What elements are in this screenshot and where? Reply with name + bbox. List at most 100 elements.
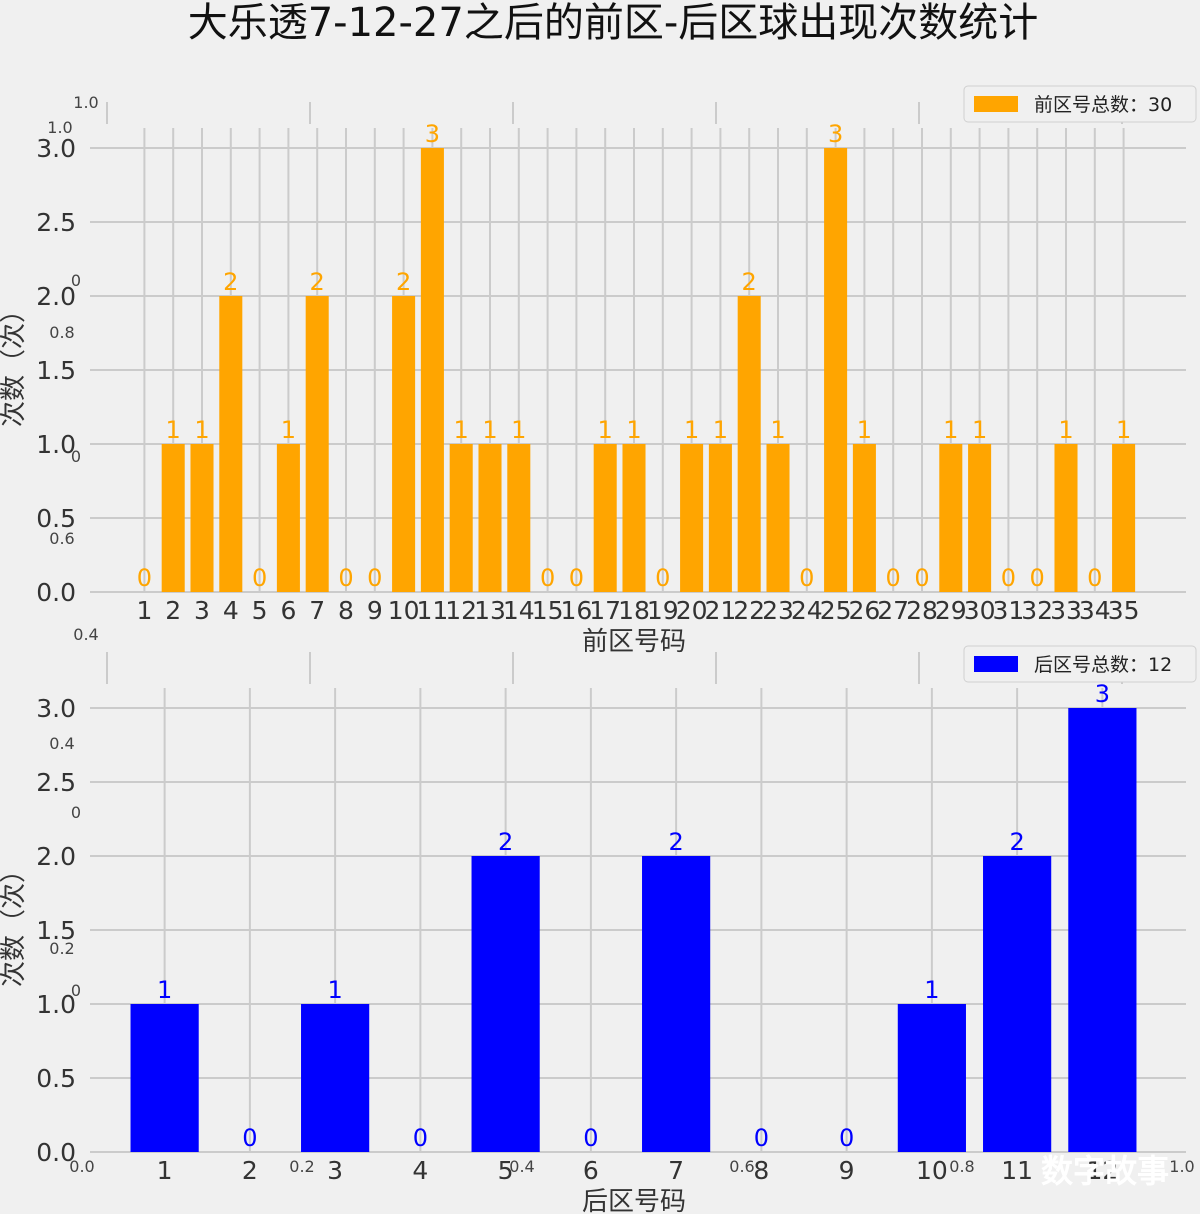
x-tick-label: 6 [280,596,296,625]
data-label: 1 [166,416,181,444]
x-tick-label: 3 [194,596,210,625]
bar [852,444,876,592]
data-label: 1 [157,976,172,1004]
x-tick-label: 25 [820,596,852,625]
data-label: 1 [924,976,939,1004]
bg-ytick-label: 0 [71,981,81,1000]
y-tick-label: 2.5 [36,208,76,237]
y-tick-label: 2.0 [36,282,76,311]
data-label: 0 [754,1124,769,1152]
data-label: 0 [1001,564,1016,592]
y-tick-label: 1.0 [36,990,76,1019]
x-tick-label: 10 [388,596,420,625]
data-label: 0 [252,564,267,592]
bg-ytick-label: 0 [71,803,81,822]
bar [824,148,848,592]
bar [1054,444,1078,592]
front-zone-chart: 0.00.51.01.52.02.53.00112132405162708092… [0,85,1197,657]
bar [161,444,185,592]
x-axis-label: 前区号码 [582,627,686,657]
data-label: 1 [482,416,497,444]
data-label: 1 [626,416,641,444]
x-tick-label: 9 [839,1156,855,1185]
watermark: 数字故事 [1041,1152,1169,1190]
x-tick-label: 4 [223,596,239,625]
bar [897,1004,966,1152]
x-tick-label: 15 [532,596,564,625]
bg-ytick-label: 0.8 [49,323,74,342]
data-label: 1 [194,416,209,444]
bar [766,444,790,592]
bar [392,296,416,592]
data-label: 0 [413,1124,428,1152]
x-axis-label: 后区号码 [582,1187,686,1214]
y-tick-label: 2.5 [36,768,76,797]
data-label: 0 [799,564,814,592]
y-tick-label: 1.5 [36,916,76,945]
y-tick-label: 0.5 [36,504,76,533]
x-tick-label: 16 [560,596,592,625]
legend-label: 前区号总数：30 [1034,94,1172,116]
data-label: 1 [1116,416,1131,444]
data-label: 0 [914,564,929,592]
bar [449,444,473,592]
bar [737,296,761,592]
y-tick-label: 0.0 [36,578,76,607]
bar [301,1004,370,1152]
back-zone-chart: 0.00.51.01.52.02.53.01102130425062708091… [0,645,1197,1214]
y-tick-label: 3.0 [36,694,76,723]
bg-ytick-label: 0.4 [73,625,98,644]
data-label: 0 [540,564,555,592]
bar [219,296,243,592]
x-tick-label: 29 [935,596,967,625]
bar [130,1004,199,1152]
legend-box [963,85,1197,123]
data-label: 0 [583,1124,598,1152]
bar [478,444,502,592]
bg-ytick-label: 0 [71,271,81,290]
chart-title: 大乐透7-12-27之后的前区-后区球出现次数统计 [188,0,1039,46]
data-label: 1 [511,416,526,444]
y-tick-label: 0.5 [36,1064,76,1093]
bg-xtick-label: 0.8 [949,1157,974,1176]
bg-ytick-label: 1.0 [73,93,98,112]
x-tick-label: 1 [136,596,152,625]
x-tick-label: 32 [1021,596,1053,625]
y-axis-label: 次数（次） [0,297,29,427]
bg-xtick-label: 0.4 [509,1157,534,1176]
y-tick-label: 1.0 [36,430,76,459]
x-tick-label: 2 [165,596,181,625]
bar [420,148,444,592]
legend: 后区号总数：12 [963,645,1197,683]
bar [190,444,214,592]
data-label: 3 [425,120,440,148]
x-tick-label: 6 [583,1156,599,1185]
bg-xtick-label: 0.0 [69,1157,94,1176]
x-tick-label: 30 [964,596,996,625]
x-tick-label: 7 [668,1156,684,1185]
data-label: 0 [338,564,353,592]
x-tick-label: 28 [906,596,938,625]
x-tick-label: 13 [474,596,506,625]
bg-xtick-label: 0.6 [729,1157,754,1176]
y-tick-label: 3.0 [36,134,76,163]
bar [471,856,540,1152]
x-tick-label: 12 [1086,1156,1118,1185]
x-tick-label: 31 [992,596,1024,625]
bar [507,444,531,592]
y-tick-label: 0.0 [36,1138,76,1167]
data-label: 2 [310,268,325,296]
bg-ytick-label: 0.2 [49,939,74,958]
data-label: 2 [223,268,238,296]
data-label: 0 [655,564,670,592]
x-tick-label: 8 [753,1156,769,1185]
x-tick-label: 21 [704,596,736,625]
x-tick-label: 17 [589,596,621,625]
data-label: 1 [943,416,958,444]
x-tick-label: 11 [1001,1156,1033,1185]
x-tick-label: 20 [676,596,708,625]
data-label: 0 [242,1124,257,1152]
data-label: 1 [684,416,699,444]
x-tick-label: 33 [1050,596,1082,625]
